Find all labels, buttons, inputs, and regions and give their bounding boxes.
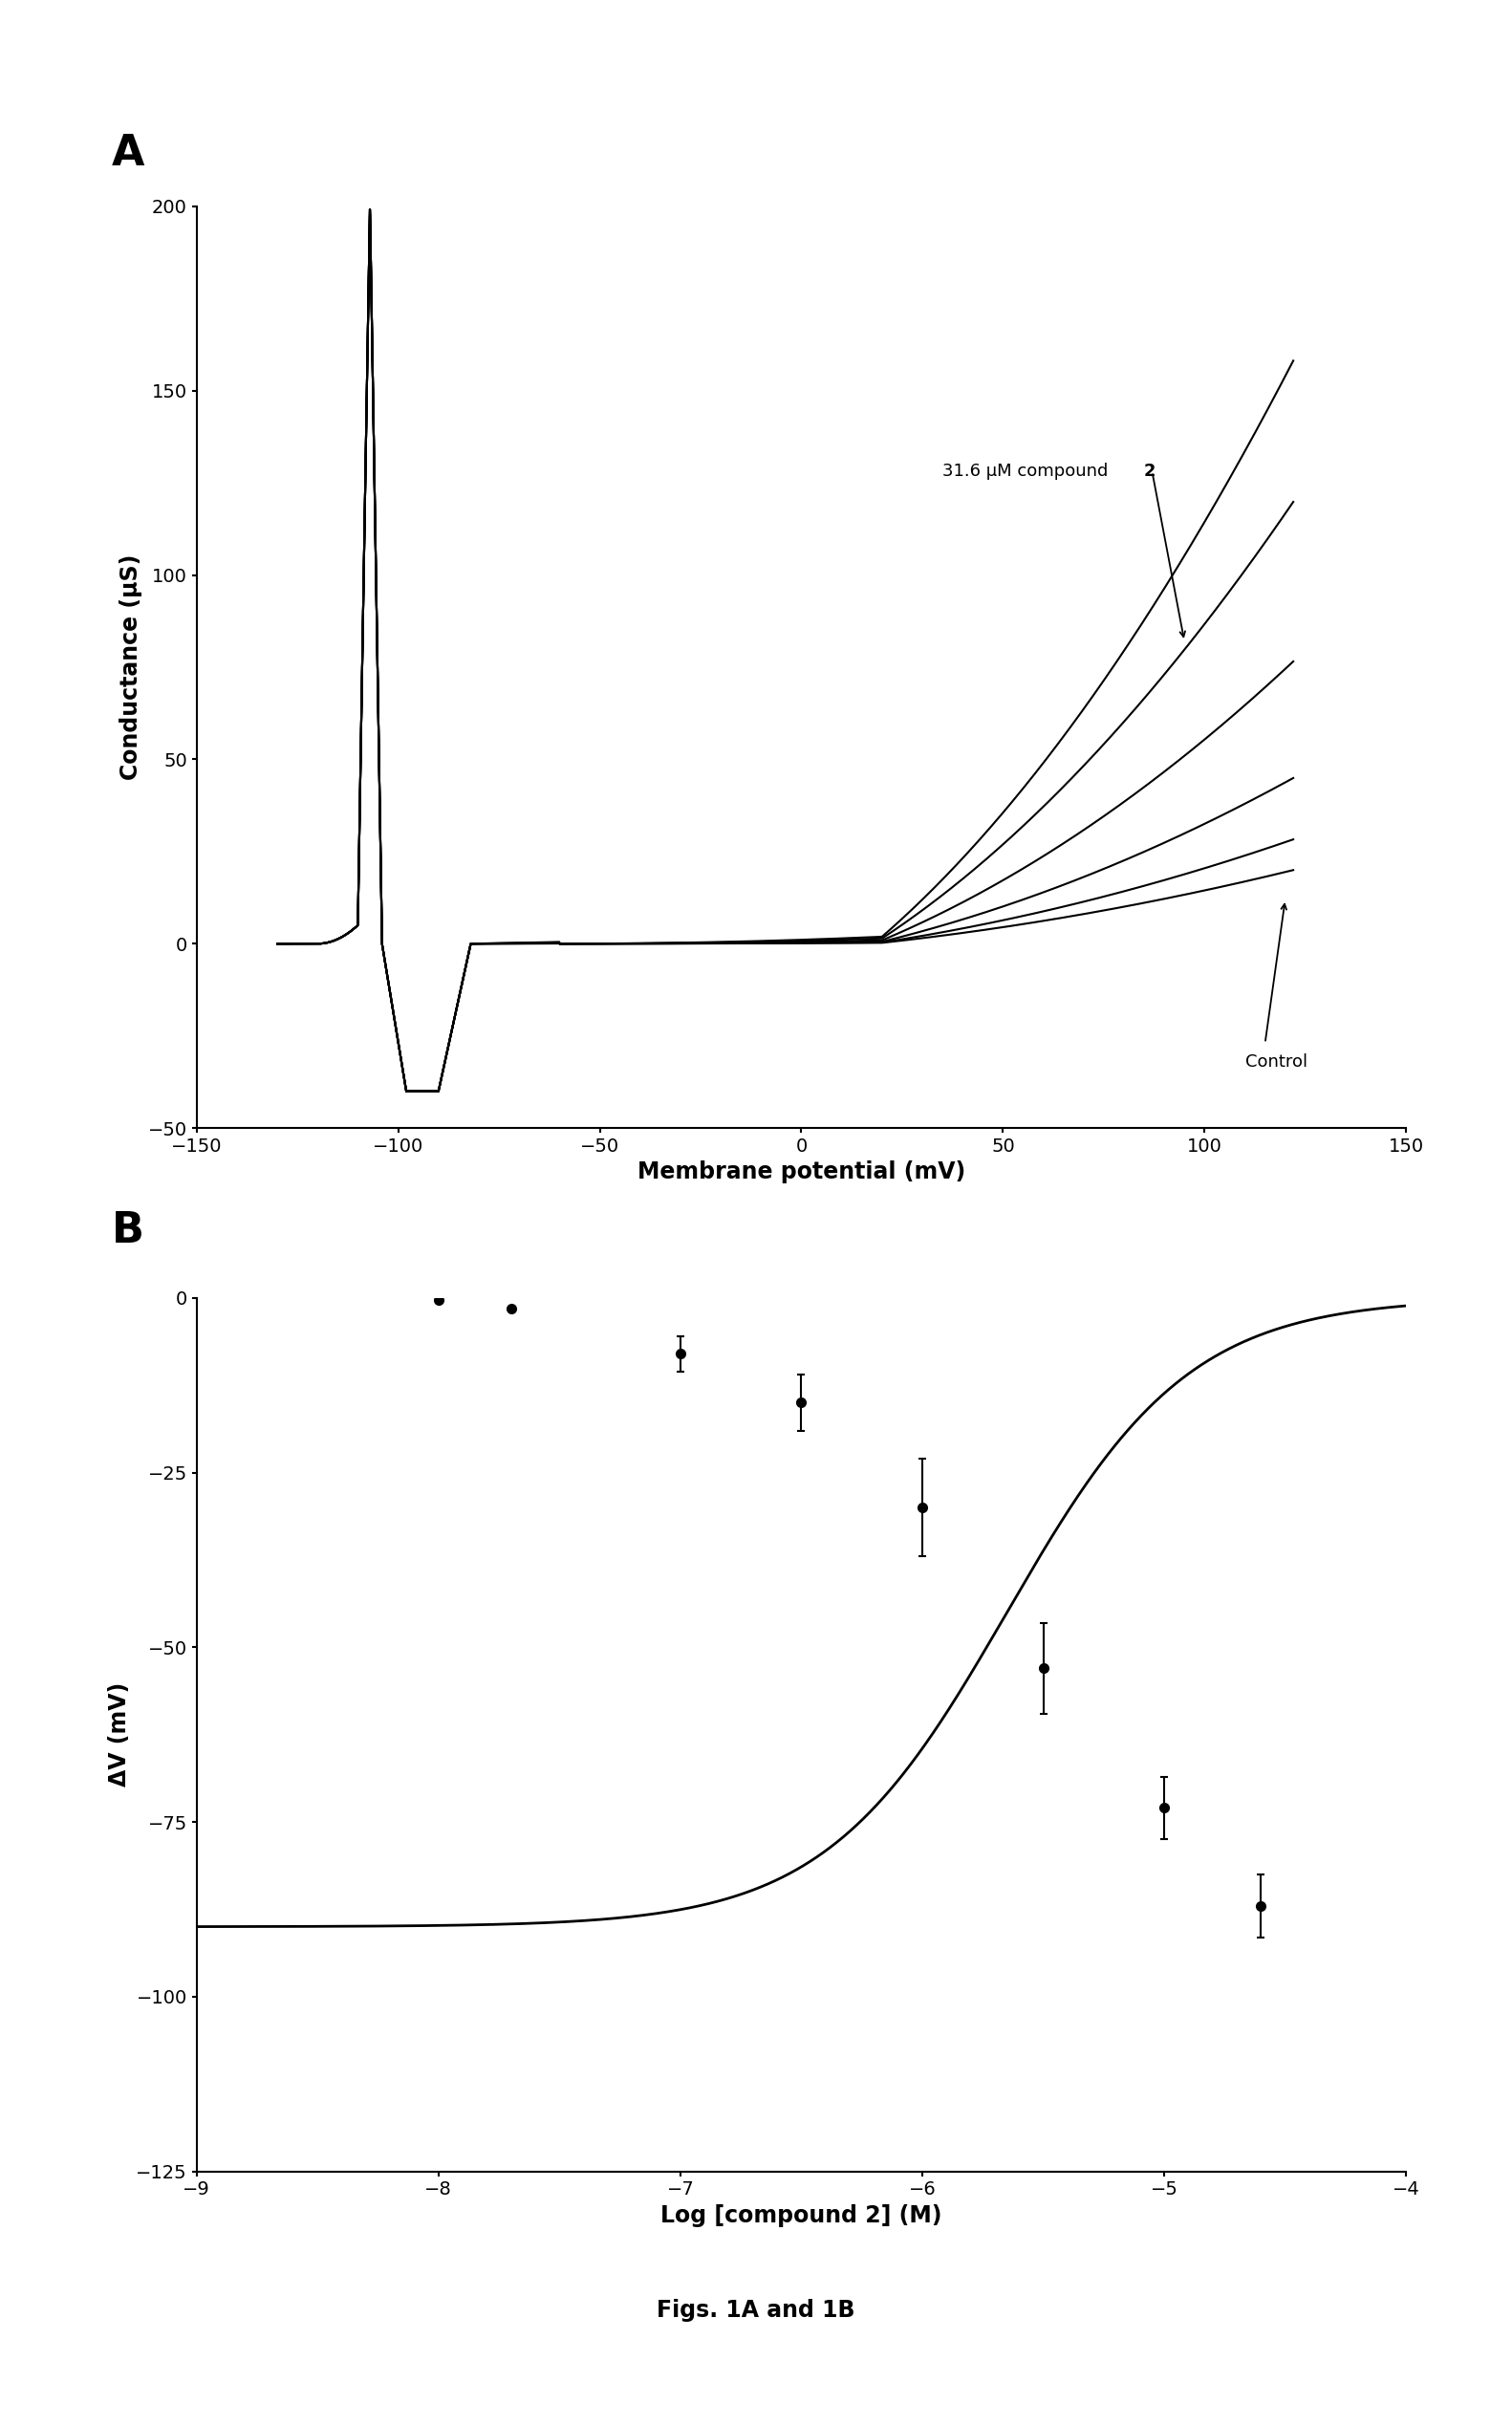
Text: 2: 2 <box>1145 463 1157 480</box>
X-axis label: Membrane potential (mV): Membrane potential (mV) <box>638 1162 965 1184</box>
X-axis label: Log [compound 2] (M): Log [compound 2] (M) <box>661 2205 942 2227</box>
Y-axis label: Conductance (μS): Conductance (μS) <box>119 553 142 781</box>
Text: Control: Control <box>1244 1053 1306 1070</box>
Text: A: A <box>112 133 145 175</box>
Text: B: B <box>112 1211 144 1252</box>
Text: 31.6 μM compound: 31.6 μM compound <box>942 463 1114 480</box>
Y-axis label: ΔV (mV): ΔV (mV) <box>107 1681 130 1788</box>
Text: Figs. 1A and 1B: Figs. 1A and 1B <box>656 2300 856 2322</box>
